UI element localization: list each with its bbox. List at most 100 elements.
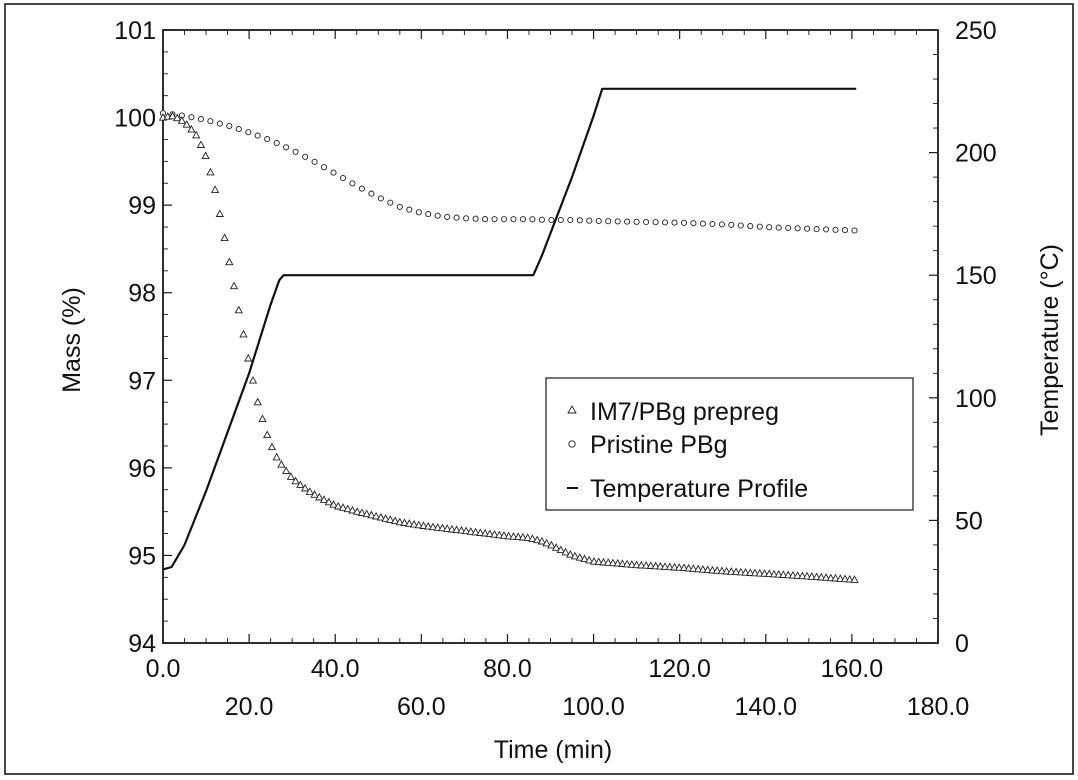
im7-pbg-prepreg-point <box>551 543 561 551</box>
im7-pbg-prepreg-point <box>281 466 291 475</box>
im7-pbg-prepreg-point <box>433 523 442 531</box>
im7-pbg-prepreg-point <box>632 560 641 569</box>
pristine-pbg-point <box>463 215 470 222</box>
im7-pbg-prepreg-point <box>405 519 414 527</box>
im7-pbg-prepreg-point <box>348 505 357 514</box>
pristine-pbg-point <box>188 114 195 121</box>
im7-pbg-prepreg-point <box>220 233 229 242</box>
pristine-pbg-point <box>747 223 754 230</box>
im7-pbg-prepreg-point <box>518 532 528 541</box>
pristine-pbg-point <box>709 220 716 228</box>
pristine-pbg-point <box>804 225 811 232</box>
pristine-pbg-point <box>387 199 394 206</box>
im7-pbg-prepreg-point <box>234 305 243 314</box>
im7-pbg-prepreg-point <box>177 116 187 124</box>
im7-pbg-prepreg-point <box>390 516 400 525</box>
im7-pbg-prepreg-point <box>443 524 452 532</box>
im7-pbg-prepreg-point <box>594 557 603 566</box>
pristine-pbg-point <box>226 122 233 130</box>
im7-pbg-prepreg-point <box>514 532 523 541</box>
x-tick-label: 120.0 <box>648 655 711 683</box>
im7-pbg-prepreg-point <box>618 559 627 567</box>
y-tick-label: 95 <box>128 542 156 570</box>
pristine-pbg-point <box>482 216 489 223</box>
im7-pbg-prepreg-point <box>765 569 774 578</box>
pristine-pbg-point <box>576 217 583 224</box>
pristine-pbg-point <box>406 206 413 213</box>
im7-pbg-prepreg-point <box>528 534 537 542</box>
im7-pbg-prepreg-point <box>495 530 504 539</box>
pristine-pbg-point <box>472 215 479 222</box>
im7-pbg-prepreg-point <box>367 510 376 519</box>
im7-pbg-prepreg-point <box>821 573 831 581</box>
pristine-pbg-point <box>775 224 782 231</box>
im7-pbg-prepreg-point <box>263 430 272 439</box>
pristine-pbg-point <box>557 216 564 224</box>
im7-pbg-prepreg-point <box>660 562 670 570</box>
im7-pbg-prepreg-point <box>760 569 769 577</box>
im7-pbg-prepreg-point <box>490 530 499 538</box>
im7-pbg-prepreg-point <box>253 397 262 406</box>
im7-pbg-prepreg-point <box>499 531 509 539</box>
pristine-pbg-point <box>690 220 697 227</box>
y-axis-title: Mass (%) <box>58 287 86 393</box>
im7-pbg-prepreg-point <box>717 566 727 575</box>
im7-pbg-prepreg-point <box>679 563 689 572</box>
pristine-pbg-point <box>595 217 602 225</box>
im7-pbg-prepreg-point <box>684 563 693 572</box>
im7-pbg-prepreg-point <box>476 528 485 536</box>
im7-pbg-prepreg-point <box>192 130 201 139</box>
pristine-pbg-point <box>548 216 555 224</box>
im7-pbg-prepreg-point <box>196 140 206 148</box>
im7-pbg-prepreg-point <box>187 124 196 133</box>
im7-pbg-prepreg-point <box>319 495 329 503</box>
im7-pbg-prepreg-point <box>409 519 419 528</box>
pristine-pbg-point <box>500 216 508 223</box>
legend-box <box>545 377 914 511</box>
im7-pbg-prepreg-point <box>589 557 599 565</box>
pristine-pbg-point <box>311 158 318 165</box>
im7-pbg-prepreg-point <box>457 525 466 534</box>
im7-pbg-prepreg-point <box>802 571 812 580</box>
im7-pbg-prepreg-point <box>215 209 224 217</box>
pristine-pbg-point <box>453 214 460 221</box>
pristine-pbg-point <box>671 219 678 226</box>
im7-pbg-prepreg-point <box>736 567 745 576</box>
pristine-pbg-point <box>794 225 801 232</box>
im7-pbg-prepreg-point <box>343 504 352 513</box>
y-tick-label: 101 <box>114 17 156 45</box>
im7-pbg-prepreg-point <box>438 523 447 532</box>
pristine-pbg-point <box>519 216 526 223</box>
y2-tick-label: 100 <box>955 385 997 413</box>
im7-pbg-prepreg-point <box>447 524 457 533</box>
legend: IM7/PBg prepreg Pristine PBg Temperature… <box>545 377 914 511</box>
y-tick-label: 100 <box>114 105 156 133</box>
im7-pbg-prepreg-point <box>357 508 367 516</box>
im7-pbg-prepreg-point <box>381 514 390 522</box>
y2-tick-label: 50 <box>955 507 983 535</box>
im7-pbg-prepreg-point <box>424 521 433 530</box>
legend-triangle-marker <box>567 405 577 414</box>
im7-pbg-prepreg-point <box>651 561 660 570</box>
im7-pbg-prepreg-point <box>627 560 637 568</box>
pristine-pbg-point <box>766 224 773 231</box>
pristine-pbg-point <box>207 118 214 125</box>
im7-pbg-prepreg-point <box>750 568 760 577</box>
im7-pbg-prepreg-point <box>831 573 840 582</box>
im7-pbg-prepreg-point <box>277 460 286 468</box>
pristine-pbg-point <box>245 129 252 136</box>
im7-pbg-prepreg-point <box>371 511 381 520</box>
series-layer <box>158 87 859 583</box>
im7-pbg-prepreg-point <box>656 561 665 570</box>
im7-pbg-prepreg-point <box>376 512 386 521</box>
pristine-pbg-point <box>841 227 849 234</box>
im7-pbg-prepreg-point <box>324 497 333 506</box>
im7-pbg-prepreg-point <box>504 531 513 540</box>
x-tick-label: 0.0 <box>146 655 181 683</box>
pristine-pbg-point <box>377 195 384 202</box>
pristine-pbg-point <box>851 227 858 234</box>
figure-frame <box>4 3 1074 775</box>
im7-pbg-prepreg-point <box>291 476 300 485</box>
im7-pbg-prepreg-point <box>840 574 850 583</box>
